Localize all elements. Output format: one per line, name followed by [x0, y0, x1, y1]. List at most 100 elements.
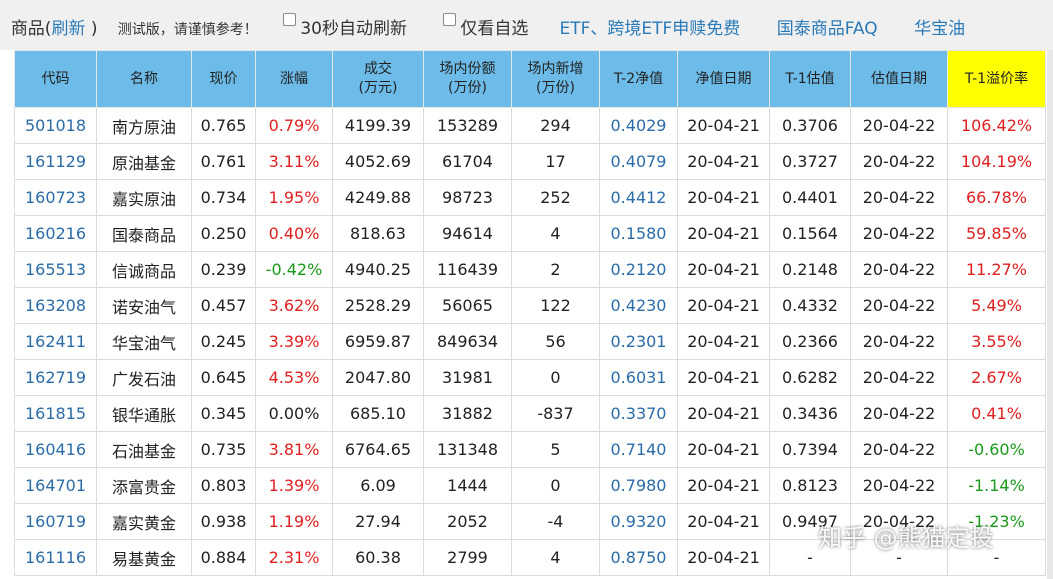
- header-text: 现价: [209, 70, 238, 87]
- cell[interactable]: 0.4412: [599, 179, 678, 216]
- cell[interactable]: 160416: [14, 431, 97, 468]
- cell[interactable]: 0.9320: [599, 503, 678, 540]
- fund-row: 501018 南方原油 0.765 0.79% 4199.39 153289 294 0.40…: [14, 107, 1046, 144]
- cell: 20-04-22: [850, 215, 948, 252]
- cell[interactable]: 0.7980: [599, 467, 678, 504]
- link[interactable]: ETF、跨境ETF申赎免费: [559, 19, 741, 39]
- cell: 1.39%: [255, 467, 333, 504]
- column-header: T-2净值: [599, 50, 678, 108]
- cell: 4940.25: [332, 251, 424, 288]
- header-text: (万份): [536, 80, 575, 96]
- cell[interactable]: 0.3370: [599, 395, 678, 432]
- cell[interactable]: 162719: [14, 359, 97, 396]
- cell: 20-04-22: [850, 395, 948, 432]
- cell[interactable]: 162411: [14, 323, 97, 360]
- cell: 国泰商品: [96, 215, 192, 252]
- header-text: T-2净值: [613, 70, 664, 87]
- fund-row: 164701 添富贵金 0.803 1.39% 6.09 1444 0 0.7980 20-04…: [14, 467, 1046, 504]
- auto-refresh-label[interactable]: 30秒自动刷新: [300, 19, 407, 39]
- favorites-label[interactable]: 仅看自选: [460, 19, 529, 39]
- cell[interactable]: 0.7140: [599, 431, 678, 468]
- cell[interactable]: 161116: [14, 539, 97, 576]
- refresh-link[interactable]: 刷新: [51, 19, 86, 39]
- column-header: 场内新增 (万份): [511, 50, 600, 108]
- cell: 818.63: [332, 215, 424, 252]
- cell: 0.245: [191, 323, 256, 360]
- header-text: (万元): [358, 80, 398, 96]
- cell[interactable]: 163208: [14, 287, 97, 324]
- cell: 2799: [423, 539, 512, 576]
- cell: 6764.65: [332, 431, 424, 468]
- cell: 17: [511, 143, 600, 180]
- link[interactable]: 华宝油: [914, 19, 966, 39]
- cell[interactable]: 0.2120: [599, 251, 678, 288]
- cell[interactable]: 160723: [14, 179, 97, 216]
- cell[interactable]: 164701: [14, 467, 97, 504]
- cell: 6.09: [332, 467, 424, 504]
- fund-row: 160216 国泰商品 0.250 0.40% 818.63 94614 4 0.1580 20…: [14, 215, 1046, 252]
- cell: 685.10: [332, 395, 424, 432]
- checkbox[interactable]: [283, 13, 297, 26]
- cell: 2047.80: [332, 359, 424, 396]
- cell: 106.42%: [947, 107, 1046, 144]
- cell: 0.3436: [769, 395, 851, 432]
- cell: 20-04-21: [677, 359, 770, 396]
- cell[interactable]: 501018: [14, 107, 97, 144]
- cell: 94614: [423, 215, 512, 252]
- cell: 0.734: [191, 179, 256, 216]
- cell: 0.4401: [769, 179, 851, 216]
- cell[interactable]: 0.2301: [599, 323, 678, 360]
- column-header: 现价: [191, 50, 256, 108]
- cell: 20-04-21: [677, 503, 770, 540]
- column-header: 代码: [14, 50, 97, 108]
- cell: 0.2366: [769, 323, 851, 360]
- cell[interactable]: 161129: [14, 143, 97, 180]
- cell[interactable]: 161815: [14, 395, 97, 432]
- fund-row: 161116 易基黄金 0.884 2.31% 60.38 2799 4 0.8750 20-0…: [14, 539, 1046, 576]
- link[interactable]: 国泰商品FAQ: [776, 19, 878, 39]
- cell: 61704: [423, 143, 512, 180]
- cell[interactable]: 0.4079: [599, 143, 678, 180]
- cell[interactable]: 160719: [14, 503, 97, 540]
- cell: 104.19%: [947, 143, 1046, 180]
- cell: 20-04-21: [677, 323, 770, 360]
- fund-row: 162411 华宝油气 0.245 3.39% 6959.87 849634 56 0.230…: [14, 323, 1046, 360]
- cell: 2052: [423, 503, 512, 540]
- cell: 131348: [423, 431, 512, 468]
- cell: -0.60%: [947, 431, 1046, 468]
- cell: 4: [511, 215, 600, 252]
- cell: 1.95%: [255, 179, 333, 216]
- cell: 20-04-22: [850, 107, 948, 144]
- fund-row: 163208 诺安油气 0.457 3.62% 2528.29 56065 122 0.423…: [14, 287, 1046, 324]
- cell: 0.765: [191, 107, 256, 144]
- cell: 原油基金: [96, 143, 192, 180]
- cell[interactable]: 0.8750: [599, 539, 678, 576]
- cell: 信诚商品: [96, 251, 192, 288]
- cell[interactable]: 0.6031: [599, 359, 678, 396]
- cell: 0.239: [191, 251, 256, 288]
- cell: 4: [511, 539, 600, 576]
- cell[interactable]: 0.4230: [599, 287, 678, 324]
- cell: 南方原油: [96, 107, 192, 144]
- title-end: ): [90, 19, 98, 39]
- cell[interactable]: 0.1580: [599, 215, 678, 252]
- cell[interactable]: 0.4029: [599, 107, 678, 144]
- cell: 1444: [423, 467, 512, 504]
- cell: -4: [511, 503, 600, 540]
- cell[interactable]: 160216: [14, 215, 97, 252]
- cell: 59.85%: [947, 215, 1046, 252]
- cell: 20-04-21: [677, 251, 770, 288]
- cell: 56: [511, 323, 600, 360]
- watermark: 知乎 @熊猫定投: [818, 524, 994, 552]
- cell: 1.19%: [255, 503, 333, 540]
- cell: 60.38: [332, 539, 424, 576]
- cell: 20-04-21: [677, 467, 770, 504]
- checkbox[interactable]: [443, 13, 457, 26]
- cell: 20-04-22: [850, 503, 948, 540]
- cell[interactable]: 165513: [14, 251, 97, 288]
- cell: 20-04-22: [850, 359, 948, 396]
- cell: 20-04-21: [677, 215, 770, 252]
- title: 商品(: [10, 19, 52, 39]
- cell: 0: [511, 359, 600, 396]
- cell: 153289: [423, 107, 512, 144]
